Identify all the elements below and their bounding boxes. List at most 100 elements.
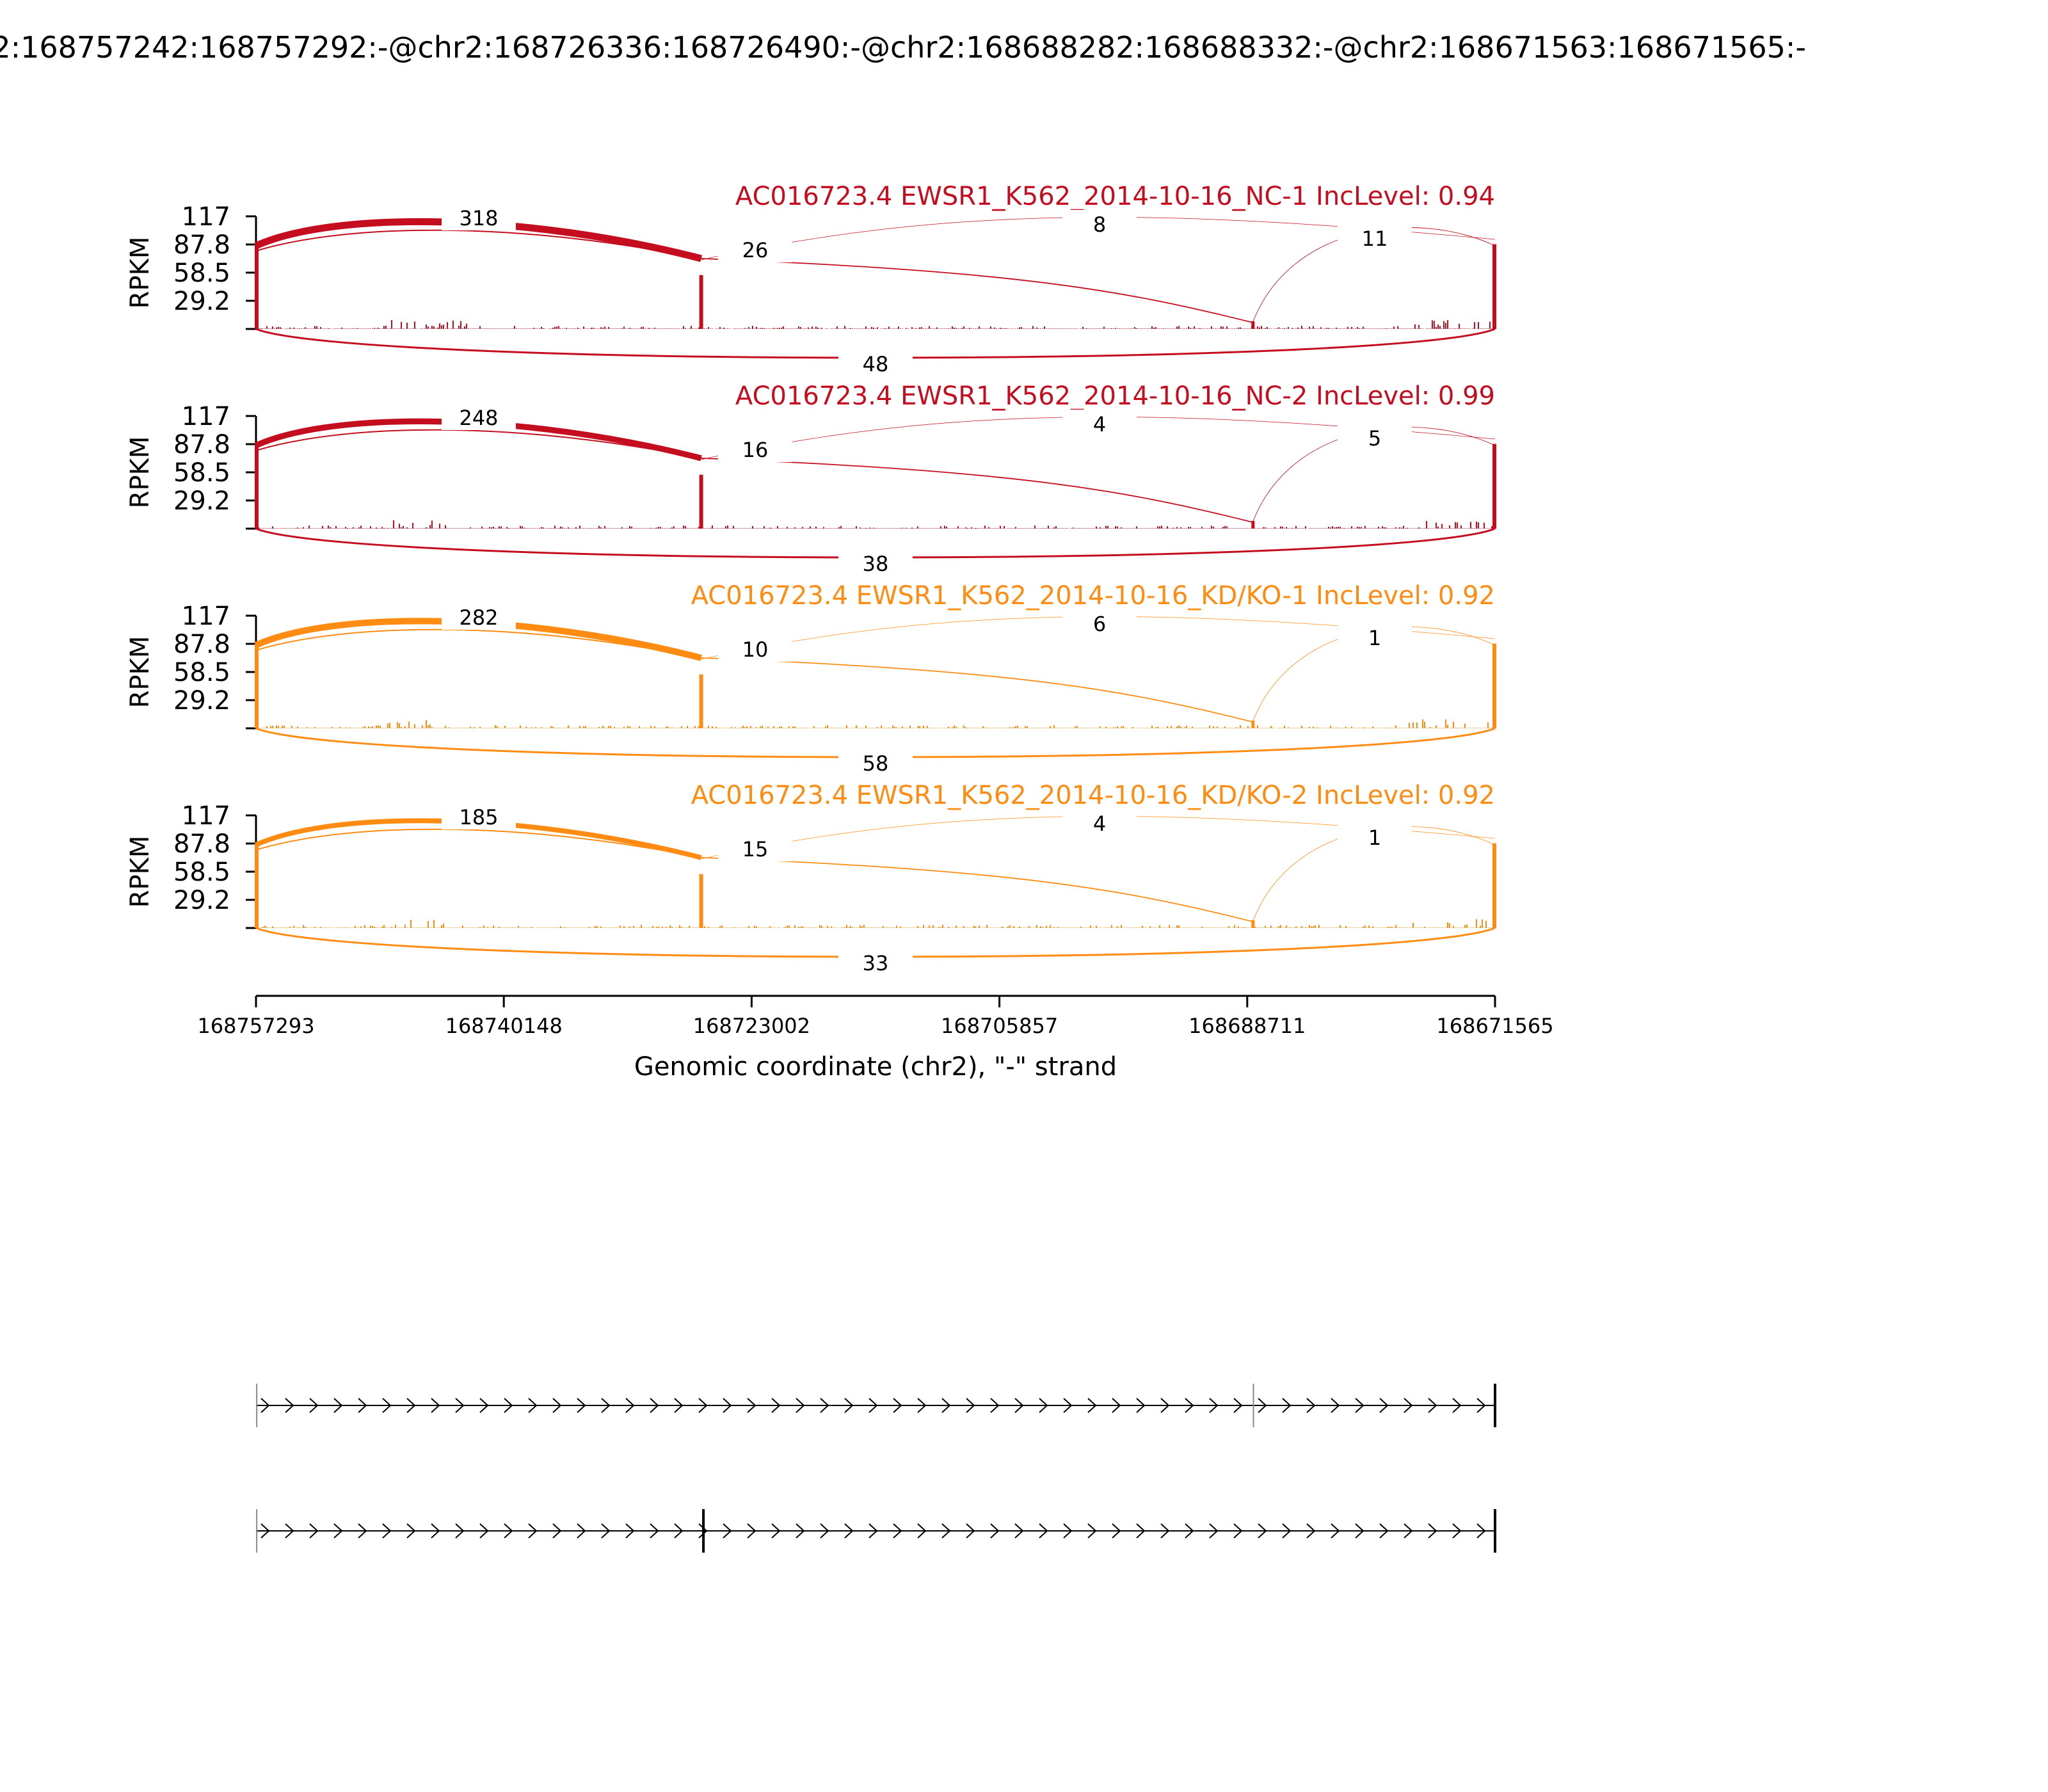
x-tick-label: 168723002 <box>693 1014 810 1038</box>
strand-arrow <box>601 1398 611 1413</box>
strand-arrow <box>1233 1523 1243 1539</box>
strand-arrow <box>1331 1398 1340 1413</box>
junction-count-label: 248 <box>459 406 498 430</box>
coverage-trace <box>257 719 1494 728</box>
strand-arrow <box>1063 1398 1073 1413</box>
junction-arc <box>254 218 702 262</box>
y-tick-label: 58.5 <box>173 458 230 488</box>
strand-arrow <box>1209 1398 1219 1413</box>
track-3: AC016723.4 EWSR1_K562_2014-10-16_KD/KO-1… <box>125 581 1496 776</box>
y-axis-label: RPKM <box>125 436 155 509</box>
strand-arrow <box>893 1523 902 1539</box>
strand-arrow <box>1233 1398 1243 1413</box>
strand-arrow <box>723 1523 732 1539</box>
strand-arrow <box>844 1398 854 1413</box>
strand-arrow <box>674 1398 684 1413</box>
x-tick-label: 168705857 <box>941 1014 1058 1038</box>
strand-arrow <box>552 1523 562 1539</box>
track-label: AC016723.4 EWSR1_K562_2014-10-16_NC-1 In… <box>735 182 1495 211</box>
coverage-bar <box>255 444 259 529</box>
strand-arrow <box>1355 1523 1364 1539</box>
y-tick-label: 29.2 <box>173 287 230 316</box>
coverage-bar <box>699 275 703 329</box>
strand-arrow <box>723 1398 732 1413</box>
strand-arrow <box>1185 1398 1194 1413</box>
count-label-bg <box>1338 623 1412 650</box>
strand-arrow <box>917 1523 927 1539</box>
strand-arrow <box>479 1523 489 1539</box>
strand-arrow <box>1014 1398 1024 1413</box>
strand-arrow <box>650 1523 659 1539</box>
count-label-bg <box>1062 210 1137 237</box>
junction-count-label: 185 <box>459 805 498 829</box>
strand-arrow <box>625 1523 635 1539</box>
junction-arc <box>255 429 701 459</box>
strand-arrow <box>917 1398 927 1413</box>
y-tick-label: 87.8 <box>173 630 230 659</box>
count-label-bg <box>1338 424 1412 451</box>
y-tick-label: 87.8 <box>173 430 230 460</box>
strand-arrow <box>1331 1523 1340 1539</box>
strand-arrow <box>528 1523 538 1539</box>
strand-arrow <box>309 1523 319 1539</box>
count-label-bg <box>838 349 913 376</box>
isoform-models <box>256 1384 1496 1553</box>
junction-count-label: 318 <box>459 206 498 230</box>
strand-arrow <box>577 1398 586 1413</box>
strand-arrow <box>1136 1398 1146 1413</box>
junction-arc <box>255 628 701 659</box>
strand-arrow <box>455 1398 465 1413</box>
junction-count-label: 33 <box>863 951 889 975</box>
strand-arrow <box>1452 1398 1462 1413</box>
coverage-trace <box>257 520 1494 529</box>
strand-arrow <box>747 1523 756 1539</box>
junction-count-label: 5 <box>1368 426 1381 451</box>
strand-arrow <box>1476 1398 1486 1413</box>
strand-arrow <box>1306 1398 1316 1413</box>
y-tick-label: 58.5 <box>173 858 230 887</box>
junction-arc <box>255 818 702 860</box>
strand-arrow <box>1355 1398 1364 1413</box>
strand-arrow <box>1306 1523 1316 1539</box>
x-tick-label: 168671565 <box>1436 1014 1553 1038</box>
junction-arc <box>701 657 1253 723</box>
strand-arrow <box>1112 1398 1121 1413</box>
count-label-bg <box>718 435 792 462</box>
track-4: AC016723.4 EWSR1_K562_2014-10-16_KD/KO-2… <box>125 781 1496 975</box>
coverage-bar <box>1492 843 1496 928</box>
track-2: AC016723.4 EWSR1_K562_2014-10-16_NC-2 In… <box>125 381 1496 576</box>
y-tick-label: 58.5 <box>173 259 230 288</box>
strand-arrow <box>796 1398 805 1413</box>
strand-arrow <box>406 1523 416 1539</box>
strand-arrow <box>504 1398 513 1413</box>
strand-arrow <box>1087 1523 1097 1539</box>
strand-arrow <box>601 1523 611 1539</box>
coverage-bar <box>1251 721 1255 728</box>
coverage-bar <box>255 843 259 928</box>
strand-arrow <box>747 1398 756 1413</box>
strand-arrow <box>1476 1523 1486 1539</box>
strand-arrow <box>1404 1398 1413 1413</box>
strand-arrow <box>1063 1523 1073 1539</box>
junction-arc <box>255 418 702 461</box>
count-label-bg <box>838 549 913 576</box>
track-label: AC016723.4 EWSR1_K562_2014-10-16_KD/KO-2… <box>691 781 1495 810</box>
count-label-bg <box>442 803 516 829</box>
y-axis-label: RPKM <box>125 836 155 908</box>
y-tick-label: 58.5 <box>173 658 230 687</box>
strand-arrow <box>625 1398 635 1413</box>
junction-count-label: 4 <box>1093 412 1106 436</box>
strand-arrow <box>820 1523 829 1539</box>
tracks-group: AC016723.4 EWSR1_K562_2014-10-16_NC-1 In… <box>125 182 1496 975</box>
strand-arrow <box>285 1398 294 1413</box>
strand-arrow <box>309 1398 319 1413</box>
strand-arrow <box>868 1398 878 1413</box>
count-label-bg <box>718 635 792 662</box>
isoform-exon1-exon3-exon4 <box>256 1384 1496 1427</box>
strand-arrow <box>1452 1523 1462 1539</box>
strand-arrow <box>382 1398 392 1413</box>
junction-count-label: 282 <box>459 605 498 630</box>
junction-count-label: 26 <box>742 238 769 262</box>
coverage-bar <box>1251 521 1255 529</box>
junction-arc <box>701 258 1253 323</box>
